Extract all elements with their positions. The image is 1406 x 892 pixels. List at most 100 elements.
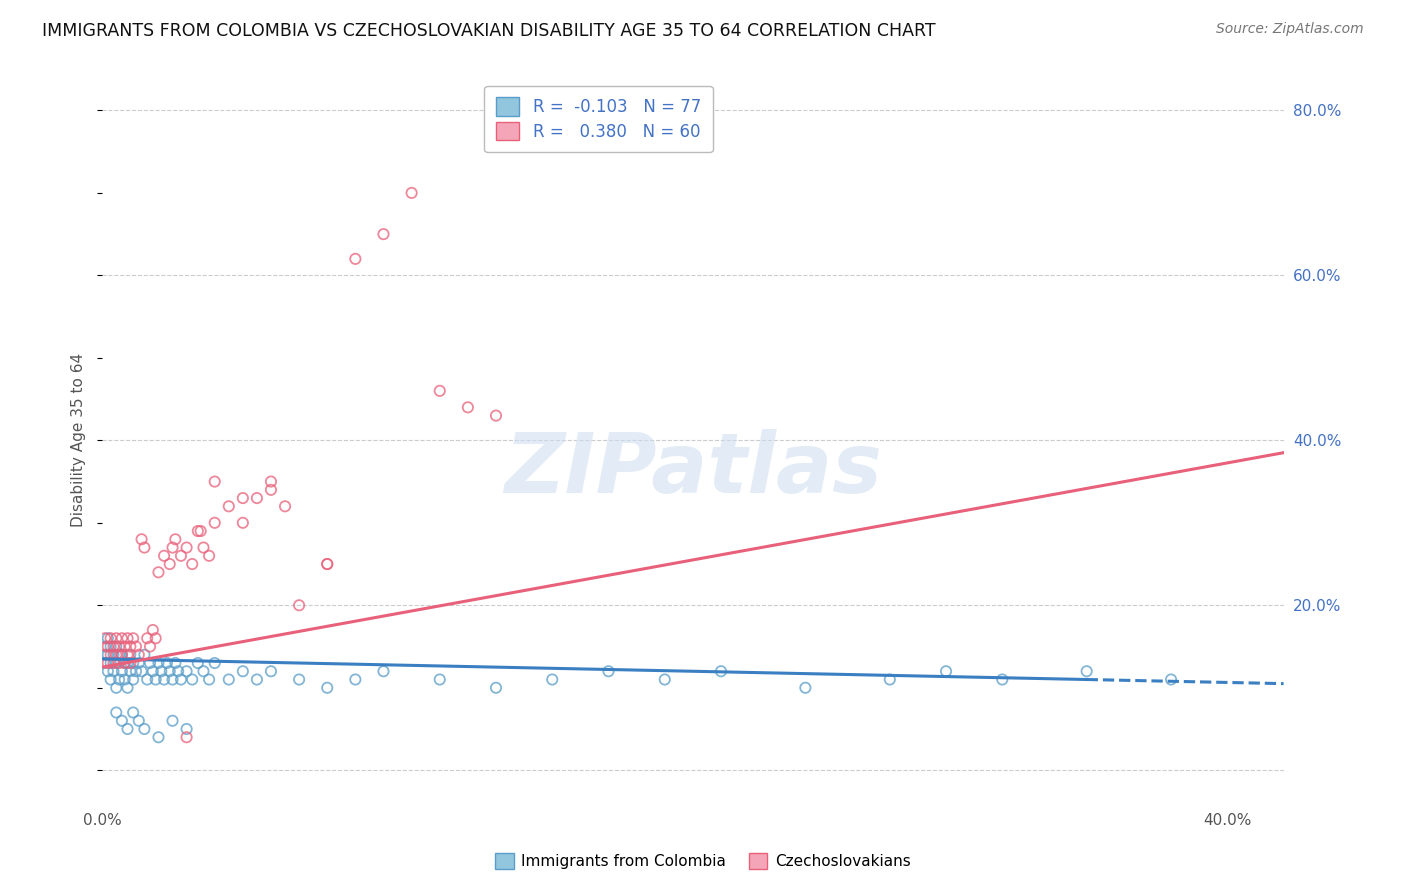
Point: [181, 557, 204, 571]
Point: [190, 524, 212, 538]
Text: IMMIGRANTS FROM COLOMBIA VS CZECHOSLOVAKIAN DISABILITY AGE 35 TO 64 CORRELATION : IMMIGRANTS FROM COLOMBIA VS CZECHOSLOVAK…: [42, 22, 936, 40]
Point: [204, 475, 226, 489]
Point: [117, 681, 139, 695]
Point: [97, 665, 120, 679]
Point: [120, 640, 142, 654]
Point: [125, 665, 148, 679]
Point: [103, 648, 125, 662]
Point: [111, 665, 134, 679]
Point: [134, 648, 156, 662]
Point: [131, 533, 153, 547]
Point: [105, 640, 128, 654]
Point: [103, 656, 125, 670]
Point: [108, 673, 131, 687]
Point: [204, 656, 226, 670]
Point: [134, 722, 156, 736]
Point: [246, 673, 269, 687]
Point: [103, 665, 125, 679]
Point: [122, 656, 145, 670]
Point: [198, 673, 221, 687]
Point: [485, 681, 508, 695]
Point: [373, 227, 395, 241]
Point: [117, 632, 139, 646]
Point: [193, 665, 215, 679]
Point: [198, 549, 221, 563]
Point: [274, 500, 297, 514]
Point: [165, 656, 187, 670]
Point: [541, 673, 564, 687]
Point: [131, 665, 153, 679]
Point: [100, 648, 122, 662]
Point: [288, 673, 311, 687]
Point: [373, 665, 395, 679]
Point: [204, 516, 226, 530]
Point: [128, 648, 150, 662]
Point: [193, 541, 215, 555]
Point: [1076, 665, 1098, 679]
Point: [122, 673, 145, 687]
Point: [429, 384, 451, 398]
Point: [105, 656, 128, 670]
Text: ZIPatlas: ZIPatlas: [503, 429, 882, 510]
Legend: R =  -0.103   N = 77, R =   0.380   N = 60: R = -0.103 N = 77, R = 0.380 N = 60: [484, 86, 713, 153]
Point: [598, 665, 620, 679]
Point: [187, 656, 209, 670]
Point: [150, 665, 173, 679]
Point: [156, 656, 179, 670]
Point: [167, 665, 190, 679]
Point: [148, 566, 170, 580]
Point: [260, 483, 283, 497]
Point: [1160, 673, 1182, 687]
Point: [103, 640, 125, 654]
Point: [218, 500, 240, 514]
Point: [794, 681, 817, 695]
Point: [111, 632, 134, 646]
Point: [316, 557, 339, 571]
Point: [111, 648, 134, 662]
Point: [148, 730, 170, 744]
Point: [654, 673, 676, 687]
Point: [122, 632, 145, 646]
Point: [316, 681, 339, 695]
Point: [128, 714, 150, 728]
Point: [108, 640, 131, 654]
Point: [97, 632, 120, 646]
Point: [181, 673, 204, 687]
Point: [170, 673, 193, 687]
Point: [120, 656, 142, 670]
Point: [145, 673, 167, 687]
Point: [111, 714, 134, 728]
Point: [136, 632, 159, 646]
Point: [344, 673, 367, 687]
Point: [117, 722, 139, 736]
Point: [120, 665, 142, 679]
Point: [114, 673, 136, 687]
Point: [114, 640, 136, 654]
Legend: Immigrants from Colombia, Czechoslovakians: Immigrants from Colombia, Czechoslovakia…: [489, 847, 917, 875]
Point: [105, 632, 128, 646]
Point: [344, 252, 367, 266]
Point: [100, 673, 122, 687]
Point: [94, 648, 117, 662]
Point: [139, 656, 162, 670]
Point: [97, 640, 120, 654]
Point: [176, 722, 198, 736]
Point: [935, 665, 957, 679]
Point: [114, 656, 136, 670]
Point: [97, 656, 120, 670]
Point: [232, 516, 254, 530]
Point: [429, 673, 451, 687]
Point: [111, 648, 134, 662]
Point: [162, 541, 184, 555]
Point: [142, 623, 165, 637]
Y-axis label: Disability Age 35 to 64: Disability Age 35 to 64: [72, 353, 86, 527]
Point: [108, 656, 131, 670]
Point: [991, 673, 1014, 687]
Point: [100, 640, 122, 654]
Point: [879, 673, 901, 687]
Point: [134, 541, 156, 555]
Point: [485, 409, 508, 423]
Point: [120, 648, 142, 662]
Point: [159, 557, 181, 571]
Point: [94, 640, 117, 654]
